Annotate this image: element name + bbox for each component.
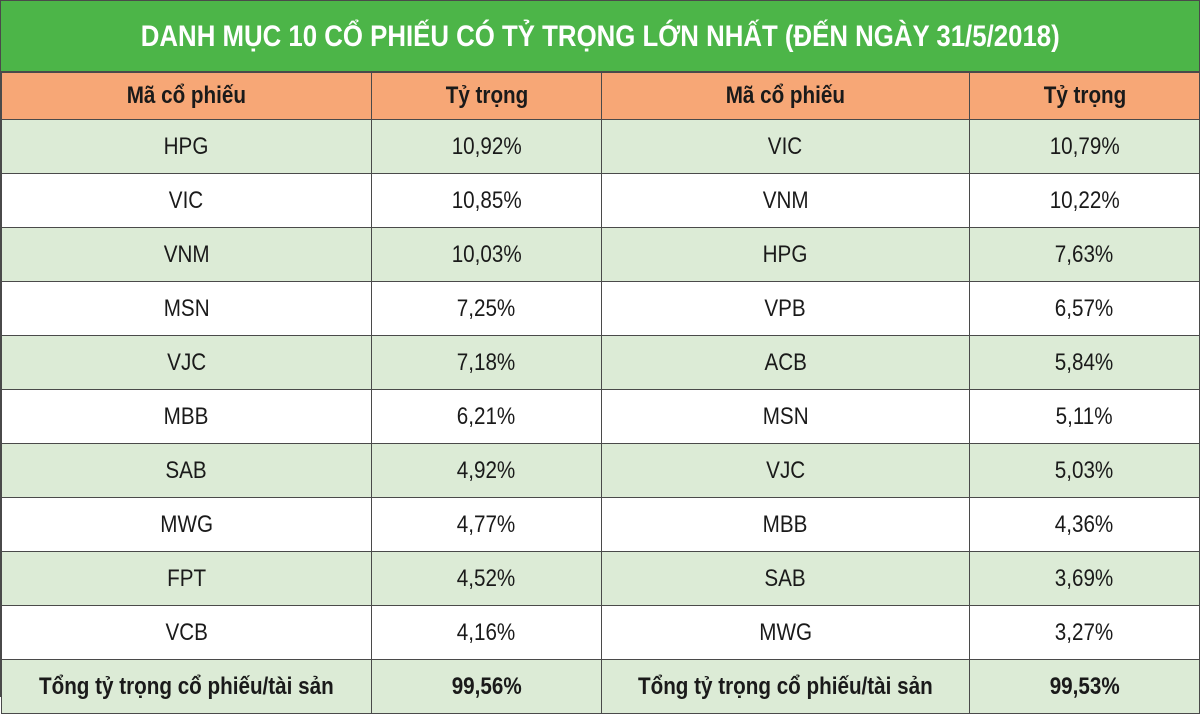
right-weight-cell: 6,57% xyxy=(969,281,1200,336)
left-code-cell: VIC xyxy=(1,173,372,228)
table-row: VIC 10,85% VNM 10,22% xyxy=(1,173,1200,228)
left-weight-cell: 4,52% xyxy=(371,551,602,606)
right-weight-cell: 10,79% xyxy=(969,119,1200,174)
header-right-weight: Tỷ trọng xyxy=(969,72,1200,120)
right-weight-cell: 5,11% xyxy=(969,389,1200,444)
left-code-cell: FPT xyxy=(1,551,372,606)
table-row: MSN 7,25% VPB 6,57% xyxy=(1,281,1200,336)
title-bar xyxy=(1,1,1199,72)
total-right-label: Tổng tỷ trọng cổ phiếu/tài sản xyxy=(601,659,970,714)
left-weight-cell: 4,92% xyxy=(371,443,602,498)
left-weight-cell: 10,92% xyxy=(371,119,602,174)
header-left-weight: Tỷ trọng xyxy=(371,72,602,120)
left-code-cell: VNM xyxy=(1,227,372,282)
left-weight-cell: 7,18% xyxy=(371,335,602,390)
table-row: VJC 7,18% ACB 5,84% xyxy=(1,335,1200,390)
left-code-cell: MWG xyxy=(1,497,372,552)
right-code-cell: MSN xyxy=(601,389,970,444)
right-code-cell: ACB xyxy=(601,335,970,390)
total-right-value: 99,53% xyxy=(969,659,1200,714)
right-code-cell: VJC xyxy=(601,443,970,498)
left-code-cell: VCB xyxy=(1,605,372,660)
table-row: FPT 4,52% SAB 3,69% xyxy=(1,551,1200,606)
left-code-cell: MBB xyxy=(1,389,372,444)
total-left-label: Tổng tỷ trọng cổ phiếu/tài sản xyxy=(1,659,372,714)
header-row: Mã cổ phiếu Tỷ trọng Mã cổ phiếu Tỷ trọn… xyxy=(1,72,1200,120)
total-row: Tổng tỷ trọng cổ phiếu/tài sản 99,56% Tổ… xyxy=(1,659,1200,714)
left-code-cell: HPG xyxy=(1,119,372,174)
table-row: SAB 4,92% VJC 5,03% xyxy=(1,443,1200,498)
left-weight-cell: 4,16% xyxy=(371,605,602,660)
right-weight-cell: 4,36% xyxy=(969,497,1200,552)
left-code-cell: MSN xyxy=(1,281,372,336)
table-title: DANH MỤC 10 CỔ PHIẾU CÓ TỶ TRỌNG LỚN NHẤ… xyxy=(140,19,1060,53)
right-code-cell: SAB xyxy=(601,551,970,606)
table-row: MBB 6,21% MSN 5,11% xyxy=(1,389,1200,444)
right-weight-cell: 7,63% xyxy=(969,227,1200,282)
table-title-container: DANH MỤC 10 CỔ PHIẾU CÓ TỶ TRỌNG LỚN NHẤ… xyxy=(1,1,1199,72)
right-weight-cell: 3,69% xyxy=(969,551,1200,606)
right-weight-cell: 3,27% xyxy=(969,605,1200,660)
right-code-cell: VNM xyxy=(601,173,970,228)
table-row: VCB 4,16% MWG 3,27% xyxy=(1,605,1200,660)
right-weight-cell: 5,84% xyxy=(969,335,1200,390)
left-weight-cell: 6,21% xyxy=(371,389,602,444)
right-code-cell: MWG xyxy=(601,605,970,660)
left-weight-cell: 10,85% xyxy=(371,173,602,228)
right-code-cell: VPB xyxy=(601,281,970,336)
right-weight-cell: 10,22% xyxy=(969,173,1200,228)
table-row: VNM 10,03% HPG 7,63% xyxy=(1,227,1200,282)
right-code-cell: HPG xyxy=(601,227,970,282)
left-weight-cell: 4,77% xyxy=(371,497,602,552)
right-weight-cell: 5,03% xyxy=(969,443,1200,498)
left-weight-cell: 10,03% xyxy=(371,227,602,282)
table-row: MWG 4,77% MBB 4,36% xyxy=(1,497,1200,552)
portfolio-table: Mã cổ phiếu Tỷ trọng Mã cổ phiếu Tỷ trọn… xyxy=(1,72,1200,714)
table-row: HPG 10,92% VIC 10,79% xyxy=(1,119,1200,174)
right-code-cell: VIC xyxy=(601,119,970,174)
right-code-cell: MBB xyxy=(601,497,970,552)
left-weight-cell: 7,25% xyxy=(371,281,602,336)
header-right-code: Mã cổ phiếu xyxy=(601,72,970,120)
header-left-code: Mã cổ phiếu xyxy=(1,72,372,120)
total-left-value: 99,56% xyxy=(371,659,602,714)
left-code-cell: SAB xyxy=(1,443,372,498)
left-code-cell: VJC xyxy=(1,335,372,390)
